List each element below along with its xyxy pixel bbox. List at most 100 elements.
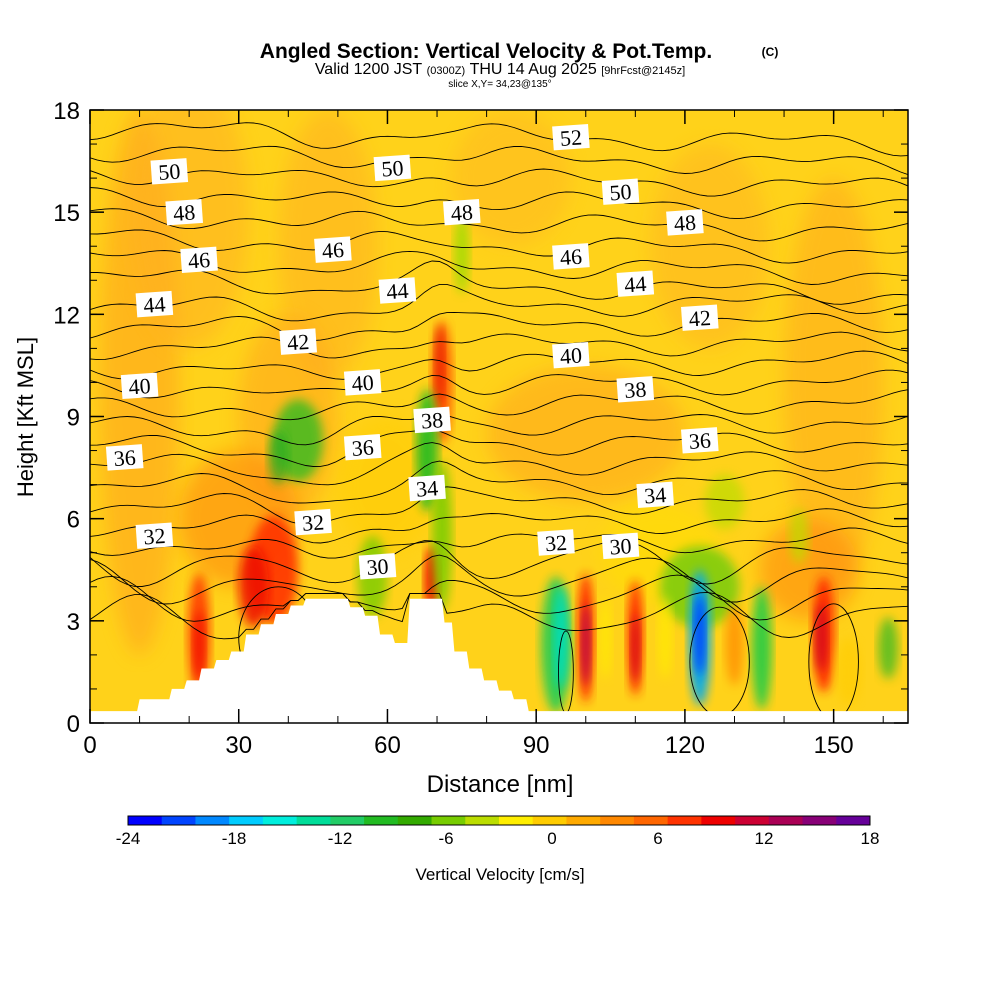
contour-label-text: 36 — [688, 428, 712, 454]
contour-label-text: 32 — [301, 509, 325, 535]
plot-area: 50 50 52 48 48 50 48 46 46 46 44 44 44 42 42 40 40 40 38 38… — [90, 110, 908, 723]
colorbar-swatch — [195, 816, 230, 825]
contour-label: 48 — [165, 198, 203, 226]
colorbar-tick-label: 18 — [861, 829, 880, 848]
contour-label-box — [343, 369, 382, 396]
contour-label: 46 — [314, 236, 352, 263]
colorbar-label: Vertical Velocity [cm/s] — [415, 865, 584, 884]
contour-label-text: 30 — [366, 554, 390, 580]
chart-title-units: (C) — [762, 45, 779, 59]
theta-contour — [90, 389, 908, 421]
theta-contour — [90, 591, 908, 640]
contour-label-box — [343, 433, 382, 461]
contour-label: 32 — [537, 529, 575, 556]
velocity-cell — [581, 603, 591, 686]
x-tick-label: 150 — [814, 732, 854, 759]
contour-label: 34 — [636, 481, 674, 509]
contour-label: 50 — [150, 158, 189, 185]
subtitle-valid: Valid 1200 JST — [315, 61, 423, 78]
y-tick-label: 0 — [67, 711, 80, 738]
colorbar: -24 -18 -12 -6 0 6 12 18 — [116, 815, 880, 848]
x-tick-label: 0 — [83, 732, 96, 759]
contour-label: 30 — [358, 553, 397, 580]
colorbar-swatch — [128, 816, 163, 825]
contour-label-text: 44 — [143, 291, 167, 317]
velocity-cell — [878, 617, 899, 679]
theta-contour — [90, 429, 908, 467]
contour-label-text: 46 — [321, 237, 345, 263]
y-axis-label: Height [Kft MSL] — [13, 337, 38, 497]
theta-contour — [90, 540, 908, 587]
theta-contour — [90, 554, 908, 605]
contour-label-box — [180, 246, 218, 274]
contour-label: 48 — [666, 209, 704, 236]
y-tick-label: 3 — [67, 609, 80, 636]
y-tick-label: 12 — [53, 302, 80, 329]
theta-contour — [90, 460, 908, 504]
contour-label-text: 50 — [381, 155, 405, 181]
contour-label: 48 — [443, 198, 481, 226]
contour-label: 32 — [294, 508, 332, 536]
theta-contour — [90, 122, 908, 157]
contour-label-box — [120, 372, 159, 400]
contour-label: 44 — [616, 270, 655, 297]
x-tick-label: 30 — [225, 732, 252, 759]
contour-label-box — [537, 529, 575, 556]
x-tick-label: 120 — [665, 732, 705, 759]
velocity-cell — [836, 637, 861, 706]
contour-label-text: 34 — [643, 482, 667, 508]
colorbar-swatch — [802, 816, 837, 825]
contour-label-box — [601, 532, 640, 560]
colorbar-swatch — [330, 816, 365, 825]
x-axis-label: Distance [nm] — [427, 771, 574, 798]
velocity-cell — [599, 596, 612, 679]
contour-label-box — [681, 304, 719, 331]
colorbar-swatch — [296, 816, 331, 825]
colorbar-swatch — [364, 816, 399, 825]
colorbar-tick-label: -6 — [438, 829, 453, 848]
contour-label-box — [552, 123, 590, 151]
contour-label-text: 48 — [673, 210, 697, 236]
velocity-cell — [815, 603, 828, 672]
velocity-cell — [751, 586, 772, 710]
contour-label-text: 42 — [286, 329, 310, 355]
theta-contour — [90, 508, 908, 544]
contour-label: 40 — [343, 369, 382, 396]
theta-contour — [90, 442, 908, 486]
theta-contour — [90, 187, 908, 220]
velocity-cell — [193, 610, 206, 679]
chart-subtitle: Valid 1200 JST (0300Z) THU 14 Aug 2025 [… — [315, 61, 685, 78]
contour-label-box — [616, 270, 655, 297]
theta-contour — [90, 208, 908, 242]
theta-contour — [90, 311, 908, 342]
theta-contour — [90, 260, 908, 305]
contour-label-text: 32 — [143, 523, 167, 549]
colorbar-swatch — [161, 816, 196, 825]
colorbar-swatch — [836, 816, 871, 825]
subtitle-date: THU 14 Aug 2025 — [470, 61, 597, 78]
contour-label-text: 32 — [544, 530, 568, 556]
contour-label-text: 52 — [559, 124, 583, 150]
theta-contour — [90, 350, 908, 380]
contour-label-text: 38 — [623, 377, 647, 403]
colorbar-swatch — [465, 816, 500, 825]
colorbar-swatch — [735, 816, 770, 825]
contour-label-text: 48 — [172, 199, 196, 225]
terrain — [90, 598, 908, 723]
chart-slice: slice X,Y= 34,23@135° — [448, 79, 551, 90]
colorbar-swatch — [397, 816, 433, 825]
colorbar-tick-label: -24 — [116, 829, 141, 848]
colorbar-swatch — [701, 816, 736, 825]
contour-label-box — [666, 209, 704, 236]
contour-label-text: 46 — [187, 247, 211, 273]
contour-label-text: 36 — [113, 445, 137, 471]
contour-label-text: 36 — [351, 434, 375, 460]
contour-label: 32 — [135, 522, 174, 549]
colorbar-tick-label: -12 — [328, 829, 353, 848]
colorbar-swatch — [566, 816, 601, 825]
contour-label: 44 — [378, 277, 417, 304]
contour-label: 50 — [601, 178, 640, 205]
contour-label-text: 40 — [351, 370, 375, 396]
contour-label: 46 — [552, 243, 590, 270]
